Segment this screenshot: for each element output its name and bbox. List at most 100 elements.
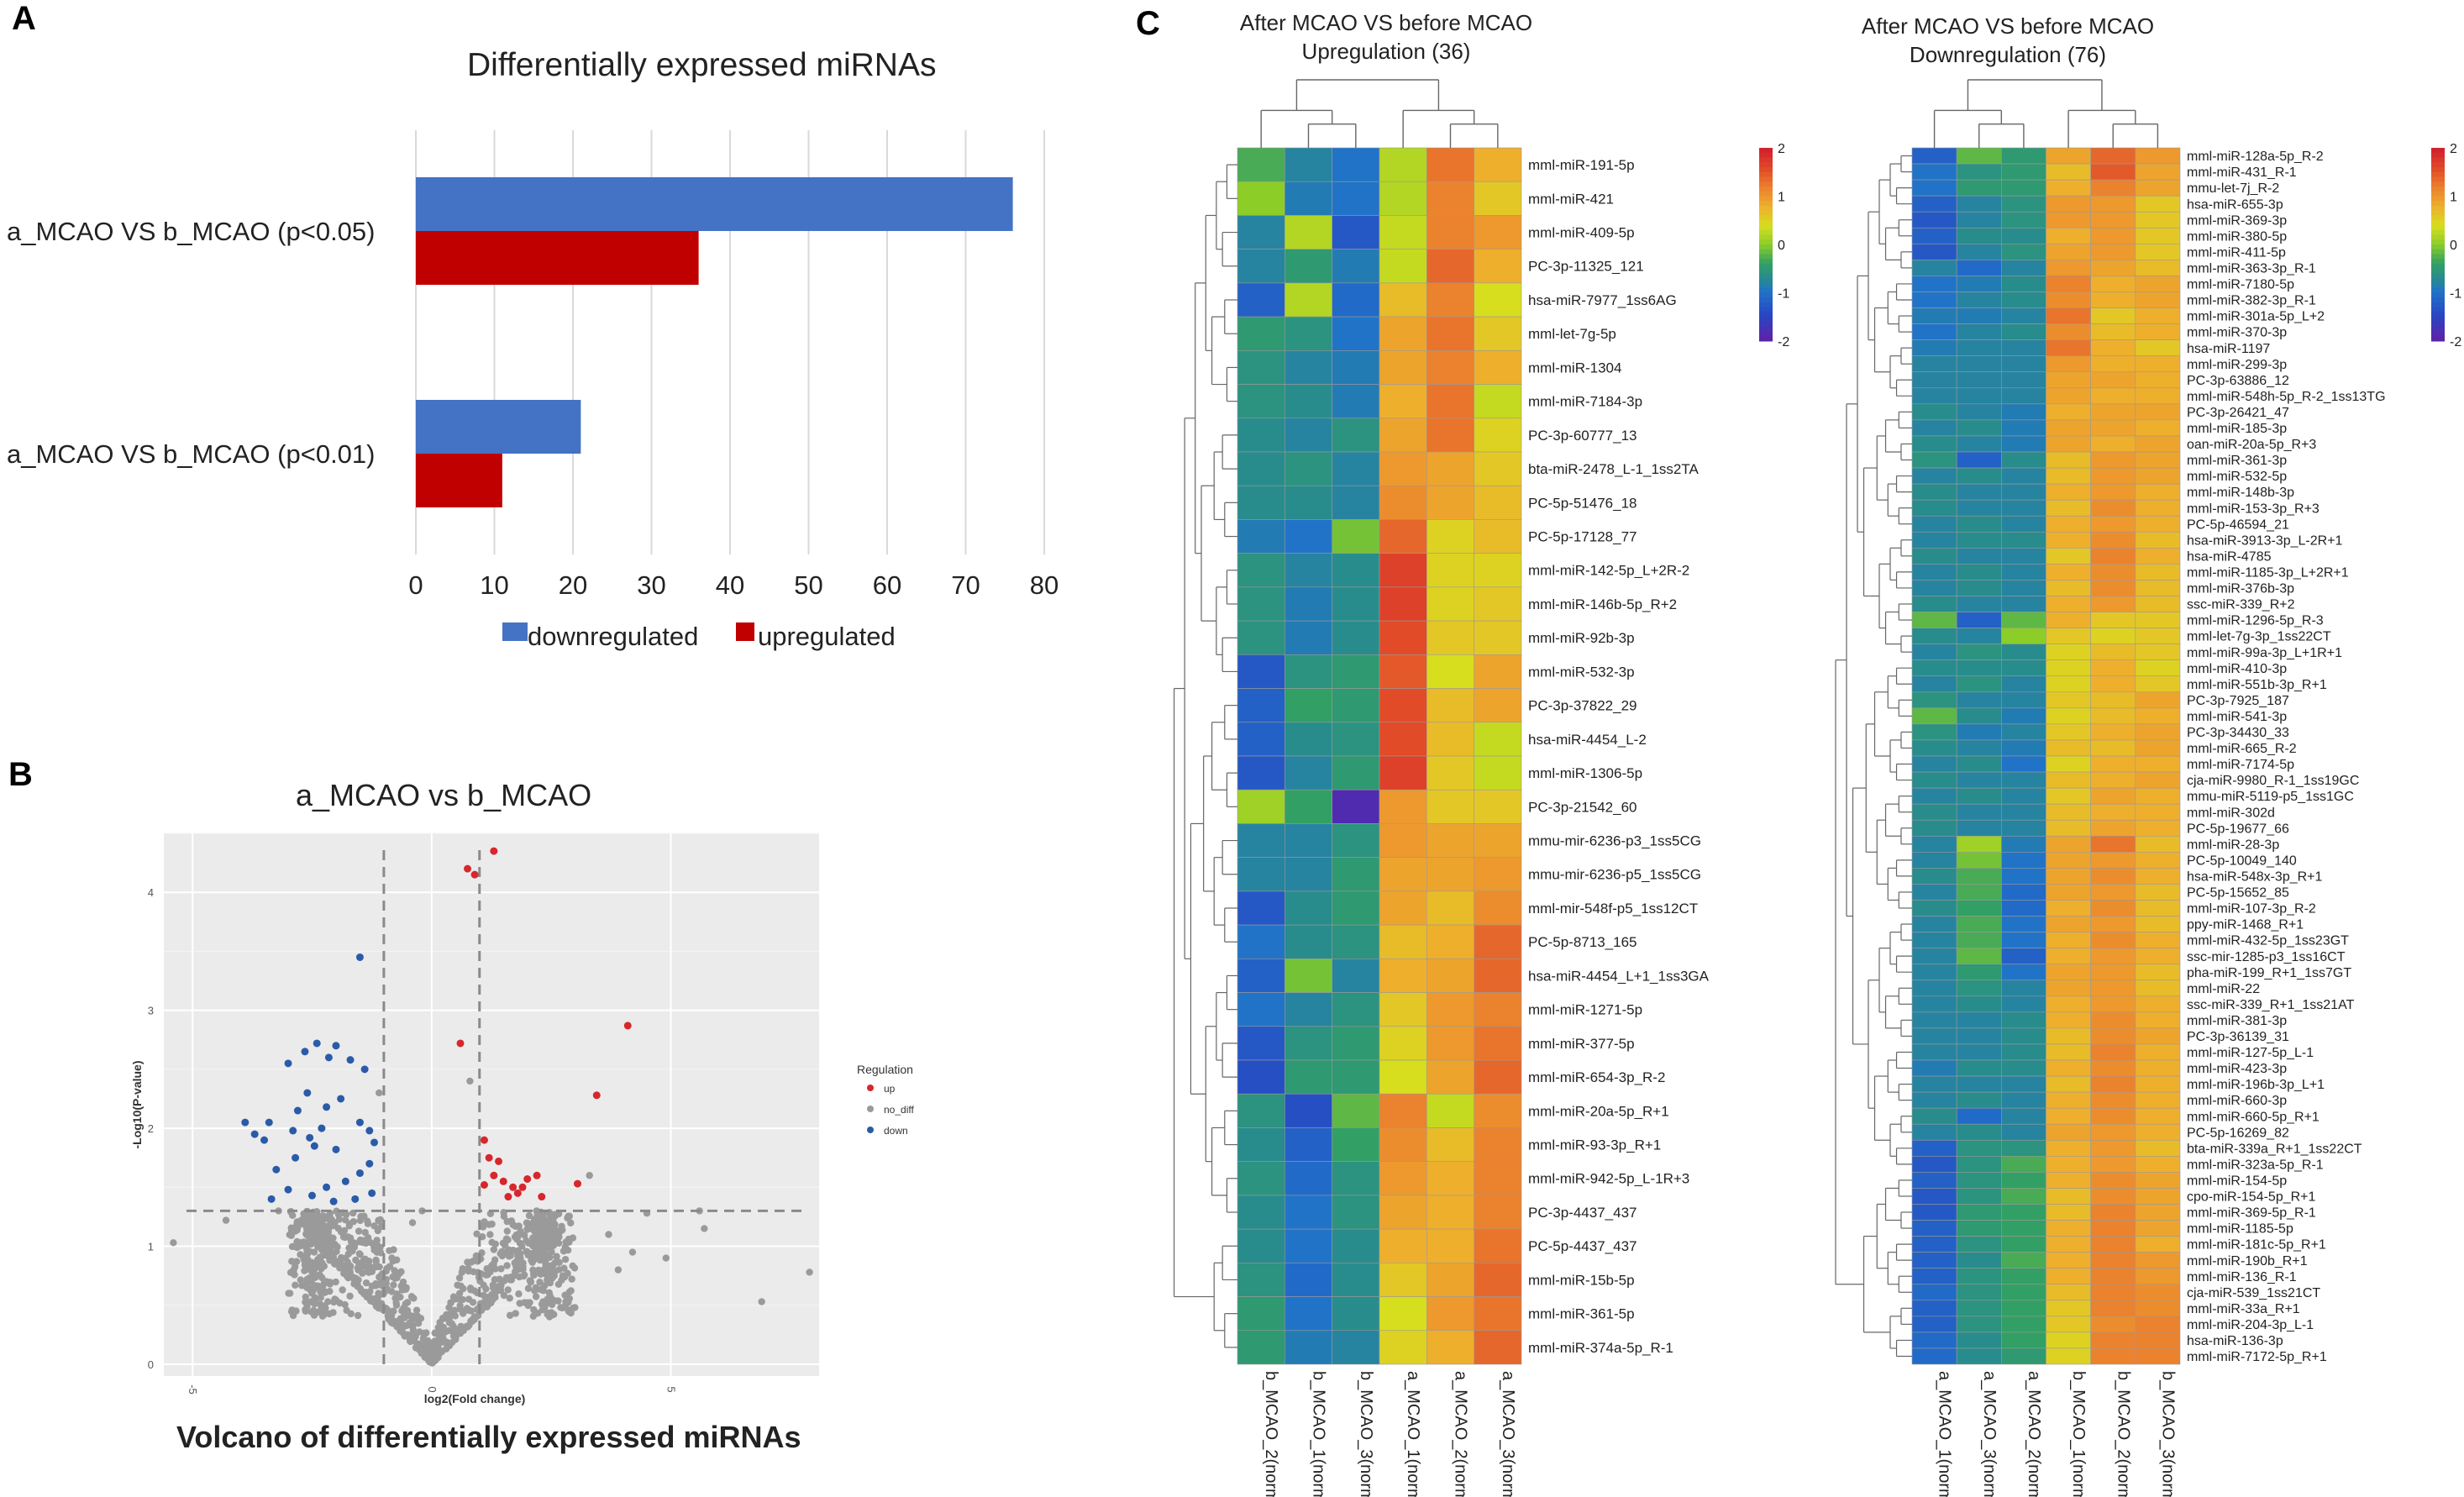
point-no-diff (517, 1227, 524, 1235)
heatmap-cell (1332, 1059, 1380, 1095)
color-scale-step (1759, 317, 1773, 323)
heatmap-cell (1911, 1027, 1957, 1045)
heatmap-cell (2090, 307, 2136, 324)
point-up (490, 847, 498, 855)
heatmap-cell (2001, 1043, 2046, 1061)
heatmap-cell (1956, 659, 2002, 677)
row-label: ssc-miR-339_R+1_1ss21AT (2187, 998, 2355, 1012)
heatmap-cell (2001, 932, 2046, 948)
point-no-diff (701, 1225, 708, 1232)
heatmap-cell (1332, 350, 1380, 385)
heatmap-cell (2046, 451, 2091, 469)
heatmap-cell (2001, 1123, 2046, 1141)
point-no-diff (512, 1222, 519, 1231)
heatmap-cell (1285, 1093, 1332, 1128)
heatmap-cell (2001, 787, 2046, 805)
heatmap-cell (1237, 755, 1285, 791)
heatmap-cell (1379, 282, 1427, 318)
heatmap-cell (2090, 276, 2136, 292)
color-scale-step (2431, 259, 2445, 265)
heatmap-cell (2001, 1156, 2046, 1173)
color-scale-tick: 2 (1778, 142, 1785, 156)
point-no-diff (318, 1312, 327, 1320)
heatmap-cell (1285, 1195, 1332, 1230)
heatmap-cell (2001, 435, 2046, 453)
heatmap-cell (1956, 531, 2002, 549)
point-no-diff (550, 1232, 559, 1239)
heatmap-cell (1911, 483, 1957, 501)
heatmap-panel: After MCAO VS before MCAO Upregulation (… (1151, 0, 2461, 1497)
heatmap-cell (2135, 787, 2181, 805)
point-down (318, 1124, 326, 1132)
heatmap-cell (2001, 612, 2046, 628)
row-label: PC-5p-8713_165 (1528, 934, 1637, 950)
heatmap-cell (1474, 350, 1522, 385)
heatmap-cell (1911, 211, 1957, 228)
point-no-diff (349, 1217, 358, 1226)
point-down (346, 1056, 355, 1064)
heatmap-cell (2090, 707, 2136, 725)
point-down (241, 1118, 250, 1127)
row-label: mml-miR-382-3p_R-1 (2187, 294, 2316, 308)
heatmap-cell (1237, 553, 1285, 588)
heatmap-cell (1956, 596, 2002, 612)
heatmap-cell (2046, 1123, 2091, 1141)
point-no-diff (541, 1264, 549, 1273)
heatmap-cell (1956, 163, 2002, 181)
heatmap-cell (1956, 244, 2002, 260)
heatmap-cell (2135, 499, 2181, 517)
heatmap-cell (1911, 803, 1957, 821)
point-no-diff (500, 1277, 508, 1284)
point-no-diff (364, 1220, 372, 1227)
heatmap-cell (1474, 1093, 1522, 1128)
heatmap-cell (1956, 1107, 2002, 1125)
heatmap-cell (2001, 1268, 2046, 1285)
point-up (573, 1179, 581, 1188)
row-label: mml-miR-181c-5p_R+1 (2187, 1238, 2326, 1253)
point-no-diff (334, 1225, 342, 1232)
heatmap-cell (2135, 691, 2181, 709)
heatmap-cell (2001, 292, 2046, 308)
column-label: a_MCAO_2(norm) (2025, 1371, 2043, 1497)
heatmap-cell (1911, 1172, 1957, 1189)
heatmap-cell (1911, 307, 1957, 324)
point-no-diff (539, 1214, 546, 1221)
heatmap-cell (2090, 803, 2136, 821)
heatmap-cell (2090, 1027, 2136, 1045)
heatmap-cell (2001, 803, 2046, 821)
row-label: mml-miR-1185-3p_L+2R+1 (2187, 565, 2349, 580)
heatmap-cell (1426, 181, 1474, 216)
heatmap-cell (1332, 215, 1380, 250)
row-label: mml-miR-370-3p (2187, 326, 2287, 340)
heatmap-cell (2001, 179, 2046, 197)
point-no-diff (291, 1271, 298, 1279)
heatmap-cell (2090, 1139, 2136, 1157)
heatmap-cell (1285, 755, 1332, 791)
row-label: PC-5p-4437_437 (1528, 1238, 1637, 1254)
heatmap-cell (1285, 924, 1332, 959)
point-no-diff (529, 1238, 538, 1246)
heatmap-cell (1285, 1296, 1332, 1332)
heatmap-cell (2046, 932, 2091, 948)
heatmap-cell (1379, 249, 1427, 284)
heatmap-cell (2135, 612, 2181, 628)
heatmap-cell (2090, 1172, 2136, 1189)
row-label: mml-miR-22 (2187, 982, 2260, 996)
point-no-diff (470, 1257, 477, 1265)
heatmap-cell (1379, 586, 1427, 622)
point-no-diff (500, 1212, 508, 1221)
heatmap-cell (2001, 211, 2046, 228)
heatmap-cell (1237, 992, 1285, 1027)
heatmap-cell (1474, 553, 1522, 588)
heatmap-cell (2001, 1300, 2046, 1317)
heatmap-cell (2135, 307, 2181, 324)
point-no-diff (553, 1253, 560, 1260)
heatmap-cell (1956, 1059, 2002, 1077)
heatmap-cell (1956, 515, 2002, 533)
point-no-diff (605, 1231, 612, 1238)
point-no-diff (457, 1322, 465, 1331)
point-no-diff (531, 1218, 539, 1226)
column-label: b_MCAO_1(norm) (2069, 1371, 2088, 1497)
panel-label-c: C (1136, 5, 1160, 42)
point-no-diff (472, 1252, 481, 1260)
